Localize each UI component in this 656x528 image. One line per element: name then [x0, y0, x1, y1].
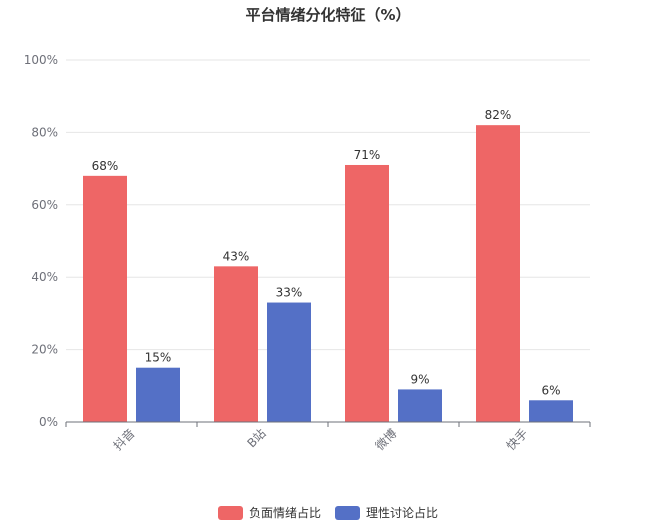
data-label: 15%	[145, 351, 172, 365]
x-tick-label: 微博	[372, 426, 400, 454]
x-tick-label: 快手	[504, 426, 531, 453]
y-tick-label: 0%	[39, 415, 58, 429]
x-tick-label: B站	[244, 426, 268, 450]
y-tick-label: 100%	[24, 53, 58, 67]
data-label: 9%	[410, 372, 429, 386]
data-label: 6%	[541, 383, 560, 397]
bar-2-series-0	[345, 164, 389, 423]
legend-item-series-0[interactable]: 负面情绪占比	[217, 504, 321, 521]
data-label: 71%	[354, 148, 381, 162]
bar-0-series-1	[136, 367, 180, 422]
bar-1-series-0	[214, 266, 258, 422]
legend: 负面情绪占比 理性讨论占比	[0, 504, 656, 521]
bar-3-series-0	[476, 125, 520, 422]
data-label: 82%	[485, 108, 512, 122]
bar-3-series-1	[529, 400, 573, 422]
y-tick-label: 60%	[31, 198, 58, 212]
bar-2-series-1	[398, 389, 442, 422]
bar-1-series-1	[267, 302, 311, 422]
y-tick-label: 80%	[31, 125, 58, 139]
legend-swatch-series-0	[217, 505, 243, 520]
data-label: 43%	[223, 249, 250, 263]
x-tick-label: 抖音	[110, 426, 138, 454]
y-tick-label: 40%	[31, 270, 58, 284]
legend-swatch-series-1	[335, 505, 360, 520]
y-tick-label: 20%	[31, 343, 58, 357]
legend-label-series-1: 理性讨论占比	[366, 506, 439, 520]
bar-0-series-0	[83, 175, 127, 422]
data-label: 33%	[276, 286, 303, 300]
legend-item-series-1[interactable]: 理性讨论占比	[335, 504, 438, 521]
data-label: 68%	[92, 159, 119, 173]
legend-label-series-0: 负面情绪占比	[248, 506, 321, 520]
chart-title: 平台情绪分化特征（%）	[245, 6, 411, 24]
